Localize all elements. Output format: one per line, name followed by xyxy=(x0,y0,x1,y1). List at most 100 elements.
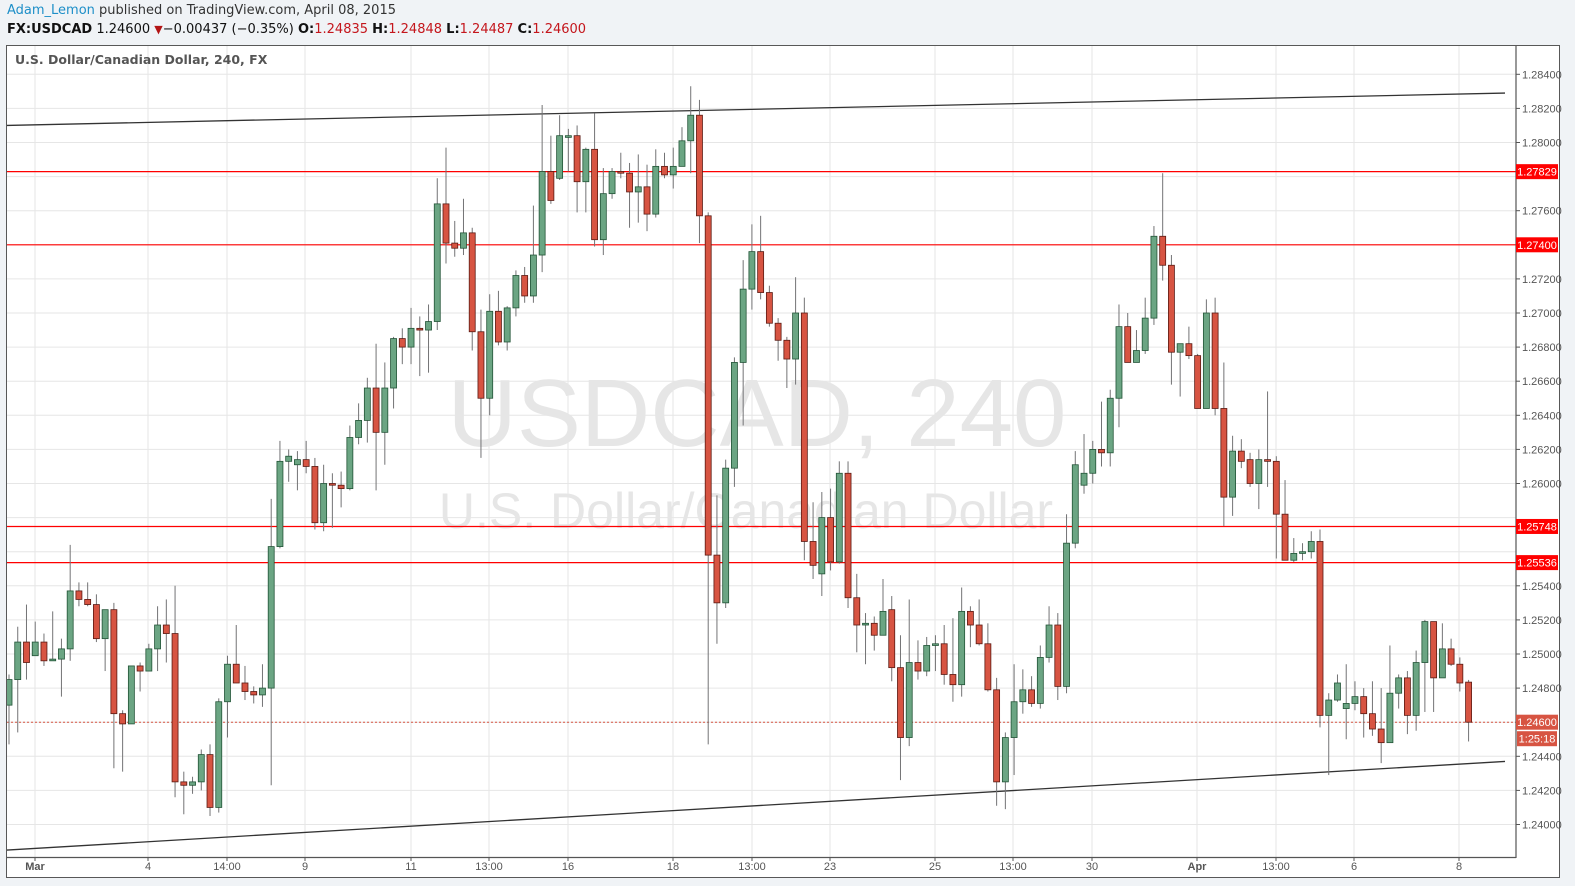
candle xyxy=(1438,623,1446,679)
candle xyxy=(809,502,817,579)
candle-body xyxy=(1019,689,1027,703)
candle-body xyxy=(1430,621,1438,679)
candle-body xyxy=(538,171,546,256)
candle-body xyxy=(171,633,179,783)
y-tick-label: 1.25200 xyxy=(1522,615,1562,627)
candle xyxy=(416,316,424,377)
x-tick-label: 11 xyxy=(405,861,416,873)
candle-body xyxy=(1141,317,1149,351)
high-value: 1.24848 xyxy=(388,22,443,37)
x-tick-label: 4 xyxy=(145,861,151,873)
candle xyxy=(774,318,782,361)
candle-body xyxy=(40,641,48,662)
candle xyxy=(215,698,223,813)
candle xyxy=(1063,514,1070,694)
candle xyxy=(696,99,703,244)
candle-body xyxy=(224,663,231,703)
candle-body xyxy=(591,148,598,241)
y-tick-label: 1.25400 xyxy=(1522,581,1562,593)
candle-body xyxy=(259,687,266,696)
candle xyxy=(547,135,555,204)
candle-body xyxy=(433,203,441,322)
candle xyxy=(110,602,118,769)
candle xyxy=(136,662,144,692)
candle-body xyxy=(127,665,135,725)
symbol-name: FX:USDCAD xyxy=(7,22,93,37)
x-tick-label: 6 xyxy=(1351,861,1357,873)
candle xyxy=(346,425,354,491)
candle xyxy=(1089,440,1097,484)
candle-body xyxy=(914,662,922,672)
candle-body xyxy=(49,658,57,662)
candle-body xyxy=(1386,692,1394,744)
candle xyxy=(407,307,415,365)
y-tick-label: 1.24200 xyxy=(1522,785,1562,797)
candle xyxy=(1369,681,1376,736)
candle-body xyxy=(1229,450,1236,498)
candle-body xyxy=(381,387,389,433)
current-price-tag xyxy=(1516,714,1558,730)
candle-body xyxy=(1168,264,1175,353)
candle-body xyxy=(800,312,808,542)
candle-body xyxy=(1202,312,1210,409)
candle xyxy=(573,125,581,213)
candle xyxy=(1447,638,1455,666)
candle-body xyxy=(1211,312,1219,409)
candle-body xyxy=(1290,553,1298,561)
candle-body xyxy=(564,135,572,138)
time-axis[interactable]: Mar 4 14:00 9 11 13:00 16 18 13:00 23 25 13:00 30 Apr… xyxy=(25,857,1462,873)
candle-body xyxy=(1080,472,1088,486)
price-axis[interactable]: 1.24000 1.24200 1.24400 1.24800 1.25000 1.252… xyxy=(1516,69,1562,832)
candle xyxy=(643,164,651,232)
candle-body xyxy=(722,467,730,604)
candle xyxy=(84,582,92,607)
chart-panel[interactable] xyxy=(6,45,1560,878)
candle-body xyxy=(1176,343,1184,353)
low-label: L: xyxy=(446,22,460,37)
candle-body xyxy=(827,517,834,563)
candle xyxy=(932,635,939,672)
candle xyxy=(608,168,616,199)
x-tick-label: 14:00 xyxy=(213,861,241,873)
candle-body xyxy=(940,643,948,675)
candle-body xyxy=(355,420,363,438)
candle xyxy=(267,498,275,786)
candle-body xyxy=(328,483,336,486)
candle-body xyxy=(608,171,616,195)
x-tick-label: Mar xyxy=(25,861,45,873)
candle xyxy=(49,611,57,662)
candle-body xyxy=(1036,657,1044,704)
candle xyxy=(23,604,30,680)
candle-body xyxy=(84,599,92,605)
candle-body xyxy=(189,781,196,786)
candle xyxy=(1229,435,1236,516)
level-price-tag xyxy=(1516,164,1558,180)
candle-body xyxy=(285,455,293,462)
candle xyxy=(442,147,450,264)
candle xyxy=(661,152,668,179)
x-tick-label: 25 xyxy=(929,861,941,873)
candle-body xyxy=(101,609,109,640)
candle-body xyxy=(1334,682,1341,701)
candle xyxy=(1010,664,1018,776)
y-tick-label: 1.27000 xyxy=(1522,308,1562,320)
candle xyxy=(827,488,834,571)
candle-body xyxy=(731,362,738,469)
candle xyxy=(171,585,179,798)
candle xyxy=(101,609,109,672)
candle xyxy=(1342,664,1350,740)
candle-body xyxy=(1456,663,1464,684)
candle xyxy=(1115,304,1123,428)
candle-body xyxy=(905,662,913,738)
candle-body xyxy=(932,643,939,646)
countdown-label: 1:25:18 xyxy=(1519,734,1556,746)
candle-body xyxy=(818,517,826,575)
candle xyxy=(75,582,83,607)
candle-body xyxy=(346,437,354,490)
author-link[interactable]: Adam_Lemon xyxy=(7,3,95,18)
candle xyxy=(940,625,948,685)
candle-body xyxy=(1351,696,1359,704)
candle-body xyxy=(337,484,345,490)
candle-body xyxy=(1246,459,1254,484)
